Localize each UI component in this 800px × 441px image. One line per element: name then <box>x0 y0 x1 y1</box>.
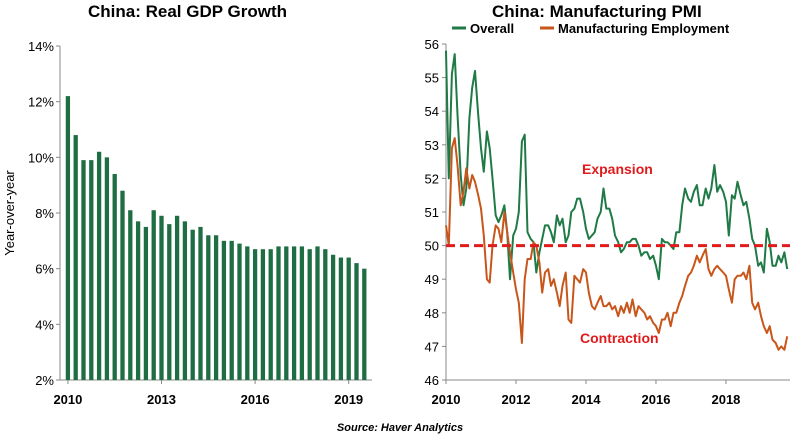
gdp-bar <box>245 246 250 380</box>
x-tick-label: 2010 <box>432 392 461 407</box>
y-tick-label: 12% <box>28 95 54 110</box>
y-tick-label: 47 <box>425 339 439 354</box>
gdp-bar <box>65 96 71 380</box>
gdp-bar <box>221 240 227 380</box>
gdp-bar <box>73 135 78 380</box>
y-tick-label: 51 <box>425 205 439 220</box>
legend-label: Overall <box>470 21 514 36</box>
gdp-bar <box>323 249 328 380</box>
gdp-bar <box>167 224 172 380</box>
gdp-bar <box>268 249 273 380</box>
y-tick-label: 46 <box>425 373 439 388</box>
y-tick-label: 2% <box>35 373 54 388</box>
y-tick-label: 8% <box>35 206 54 221</box>
employment-pmi-line <box>445 137 789 351</box>
y-tick-label: 56 <box>425 37 439 52</box>
gdp-growth-chart: 2% 4% 6% 8% 10% 12% 14% Year-over-year 2010 2013 2… <box>2 39 372 407</box>
y-tick-label: 10% <box>28 150 54 165</box>
x-tick-label: 2014 <box>572 392 602 407</box>
gdp-bar <box>291 246 297 380</box>
gdp-bar <box>354 263 359 380</box>
gdp-bar <box>338 257 344 380</box>
y-tick-label: 50 <box>425 239 439 254</box>
gdp-bar <box>159 215 164 380</box>
contraction-label: Contraction <box>580 330 659 346</box>
gdp-bar <box>151 210 156 380</box>
x-tick-label: 2019 <box>334 392 363 407</box>
gdp-bar <box>213 235 219 380</box>
y-tick-label: 49 <box>425 272 439 287</box>
gdp-bar <box>143 226 149 380</box>
gdp-bar <box>120 190 125 380</box>
gdp-bar <box>237 243 242 380</box>
gdp-bar <box>198 226 203 380</box>
gdp-bar <box>284 246 289 380</box>
gdp-bar <box>362 268 367 380</box>
x-tick-label: 2013 <box>147 392 176 407</box>
gdp-bar <box>128 210 133 380</box>
x-tick-label: 2010 <box>53 392 82 407</box>
gdp-bar <box>307 249 312 380</box>
x-tick-label: 2016 <box>241 392 270 407</box>
y-axis-label: Year-over-year <box>2 170 17 256</box>
gdp-bar <box>104 157 110 380</box>
x-tick-label: 2016 <box>642 392 671 407</box>
gdp-bar <box>260 249 266 380</box>
y-tick-label: 53 <box>425 138 439 153</box>
gdp-bar <box>229 240 234 380</box>
overall-pmi-line <box>445 50 789 281</box>
gdp-bar <box>81 160 86 380</box>
expansion-label: Expansion <box>582 161 653 177</box>
y-tick-label: 55 <box>425 71 439 86</box>
gdp-bar <box>96 151 102 380</box>
gdp-bar <box>190 229 195 380</box>
gdp-bar <box>299 246 305 380</box>
gdp-bar <box>135 221 141 380</box>
legend-label: Manufacturing Employment <box>558 21 730 36</box>
y-tick-label: 52 <box>425 171 439 186</box>
gdp-bar <box>330 254 336 380</box>
gdp-bar <box>89 160 94 380</box>
manufacturing-pmi-chart: 46 47 48 49 50 51 52 53 54 55 56 2010 2012 2014 2016 20… <box>425 21 790 407</box>
gdp-bar <box>174 215 180 380</box>
x-tick-label: 2018 <box>711 392 740 407</box>
gdp-bar <box>206 235 211 380</box>
y-tick-label: 48 <box>425 306 439 321</box>
gdp-bar <box>252 249 258 380</box>
gdp-bar <box>112 174 117 380</box>
gdp-bar <box>276 246 281 380</box>
gdp-chart-title: China: Real GDP Growth <box>88 2 287 21</box>
x-tick-label: 2012 <box>502 392 531 407</box>
gdp-bar <box>315 246 320 380</box>
y-tick-label: 54 <box>425 104 439 119</box>
pmi-chart-title: China: Manufacturing PMI <box>492 2 702 21</box>
gdp-bar <box>346 257 351 380</box>
y-tick-label: 6% <box>35 262 54 277</box>
gdp-bar <box>182 221 188 380</box>
y-tick-label: 14% <box>28 39 54 54</box>
y-tick-label: 4% <box>35 317 54 332</box>
source-note: Source: Haver Analytics <box>336 422 464 434</box>
